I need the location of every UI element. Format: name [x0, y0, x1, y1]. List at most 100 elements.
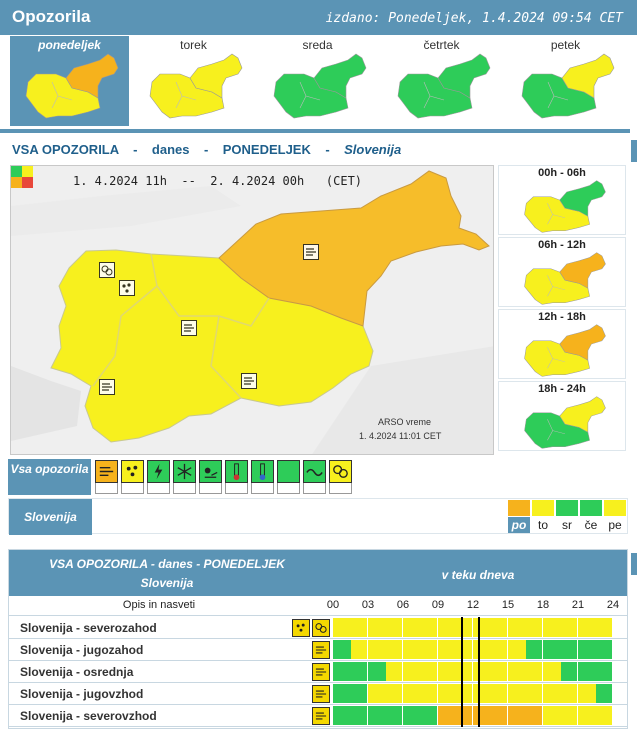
day-code[interactable]: sr [562, 518, 572, 532]
timeline-segment [368, 618, 403, 637]
region-name[interactable]: Slovenija - jugozahod [20, 643, 144, 657]
day-swatch[interactable] [532, 500, 554, 516]
period-map-image [521, 179, 609, 234]
map-sep: -- [181, 174, 196, 188]
table-row[interactable]: Slovenija - jugovzhod [9, 683, 627, 705]
day-code[interactable]: to [537, 518, 548, 532]
timeline-segment [350, 640, 368, 659]
rain-icon[interactable] [121, 460, 144, 494]
region-name[interactable]: Slovenija - osrednja [20, 665, 134, 679]
period-label: 18h - 24h [538, 383, 586, 395]
wind-icon[interactable] [312, 707, 330, 725]
heat-icon[interactable] [225, 460, 248, 494]
day-tab[interactable]: četrtek [382, 36, 501, 126]
period-map-image [521, 395, 609, 450]
table-row[interactable]: Slovenija - jugozahod [9, 639, 627, 661]
flood-icon[interactable] [329, 460, 352, 494]
type-icon-swatch [95, 460, 118, 483]
timeline-segment [508, 662, 543, 681]
snow-icon[interactable] [173, 460, 196, 494]
ice-icon[interactable] [199, 460, 222, 494]
day-swatch[interactable] [508, 500, 530, 516]
timeline-segment [473, 618, 508, 637]
type-icon-count [199, 483, 222, 494]
region-label[interactable]: Slovenija [9, 499, 92, 535]
thunder-icon[interactable] [147, 460, 170, 494]
wind-icon[interactable] [95, 460, 118, 494]
period-map[interactable]: 06h - 12h [498, 237, 626, 307]
day-code[interactable]: po [508, 517, 530, 533]
timeline-segment [508, 618, 543, 637]
day-tab-label: ponedeljek [38, 38, 101, 52]
table-row[interactable]: Slovenija - osrednja [9, 661, 627, 683]
wind-icon[interactable] [312, 685, 330, 703]
day-tab[interactable]: ponedeljek [10, 36, 129, 126]
timeline-segment [560, 662, 578, 681]
timeline-segment [543, 684, 578, 703]
wind-icon[interactable] [312, 641, 330, 659]
day-swatch[interactable] [604, 500, 626, 516]
flood-icon[interactable] [99, 262, 115, 278]
timeline-segment [578, 640, 613, 659]
main-warning-map[interactable]: 1. 4.2024 11h -- 2. 4.2024 00h (CET) ARS… [10, 165, 494, 455]
table-row[interactable]: Slovenija - severozahod [9, 617, 627, 639]
scrollbar-marker[interactable] [631, 553, 637, 575]
warnings-table: VSA OPOZORILA - danes - PONEDELJEK Slove… [8, 549, 628, 729]
wind-icon[interactable] [99, 379, 115, 395]
timeline-segment [543, 706, 578, 725]
rain-icon[interactable] [119, 280, 135, 296]
wind-icon[interactable] [312, 663, 330, 681]
day-code[interactable]: pe [608, 518, 622, 532]
wind-icon[interactable] [303, 244, 319, 260]
day-swatch[interactable] [580, 500, 602, 516]
region-bar: Slovenija po to sr če pe [8, 498, 628, 535]
types-label[interactable]: Vsa opozorila [8, 459, 91, 495]
timeline-segment [403, 706, 438, 725]
type-icon-count [251, 483, 274, 494]
timeline-segment [438, 706, 473, 725]
timeline-segment [543, 662, 561, 681]
region-name[interactable]: Slovenija - severovzhod [20, 709, 157, 723]
day-swatch[interactable] [556, 500, 578, 516]
timeline-segment [385, 662, 403, 681]
timeline-segment [333, 640, 351, 659]
period-map[interactable]: 12h - 18h [498, 309, 626, 379]
type-icon-swatch [147, 460, 170, 483]
timeline-segment [508, 706, 543, 725]
day-code[interactable]: če [584, 518, 598, 532]
table-subheader: Opis in nasveti 00 03 06 09 12 15 18 21 24 [9, 596, 627, 616]
cold-icon[interactable] [251, 460, 274, 494]
table-row[interactable]: Slovenija - severovzhod [9, 705, 627, 727]
current-time-line [477, 661, 480, 683]
fog-icon[interactable] [277, 460, 300, 494]
period-label: 06h - 12h [538, 239, 586, 251]
timeline-segment [508, 640, 526, 659]
rain-icon[interactable] [292, 619, 310, 637]
period-map[interactable]: 00h - 06h [498, 165, 626, 235]
day-tabs: ponedeljek torek sreda četrtek petek [10, 36, 627, 126]
timeline-segment [473, 684, 508, 703]
day-tab[interactable]: torek [134, 36, 253, 126]
timeline-segment [333, 706, 368, 725]
region-name[interactable]: Slovenija - jugovzhod [20, 687, 144, 701]
coastal-icon[interactable] [303, 460, 326, 494]
flood-icon[interactable] [312, 619, 330, 637]
day-map [22, 52, 122, 120]
timeline-tick: 03 [361, 599, 375, 611]
scrollbar-marker[interactable] [631, 140, 637, 162]
title-region: Slovenija [344, 142, 402, 157]
legend-green [11, 166, 22, 177]
wind-icon[interactable] [241, 373, 257, 389]
timeline-segment [595, 684, 613, 703]
day-map [146, 52, 246, 120]
region-name[interactable]: Slovenija - severozahod [20, 621, 157, 635]
day-tab[interactable]: sreda [258, 36, 377, 126]
separator [0, 129, 630, 133]
period-map[interactable]: 18h - 24h [498, 381, 626, 451]
wind-icon[interactable] [181, 320, 197, 336]
day-tab[interactable]: petek [506, 36, 625, 126]
day-map [518, 52, 618, 120]
page-title: Opozorila [12, 7, 91, 26]
title-dash: - [203, 142, 209, 157]
timeline-segment [543, 618, 578, 637]
